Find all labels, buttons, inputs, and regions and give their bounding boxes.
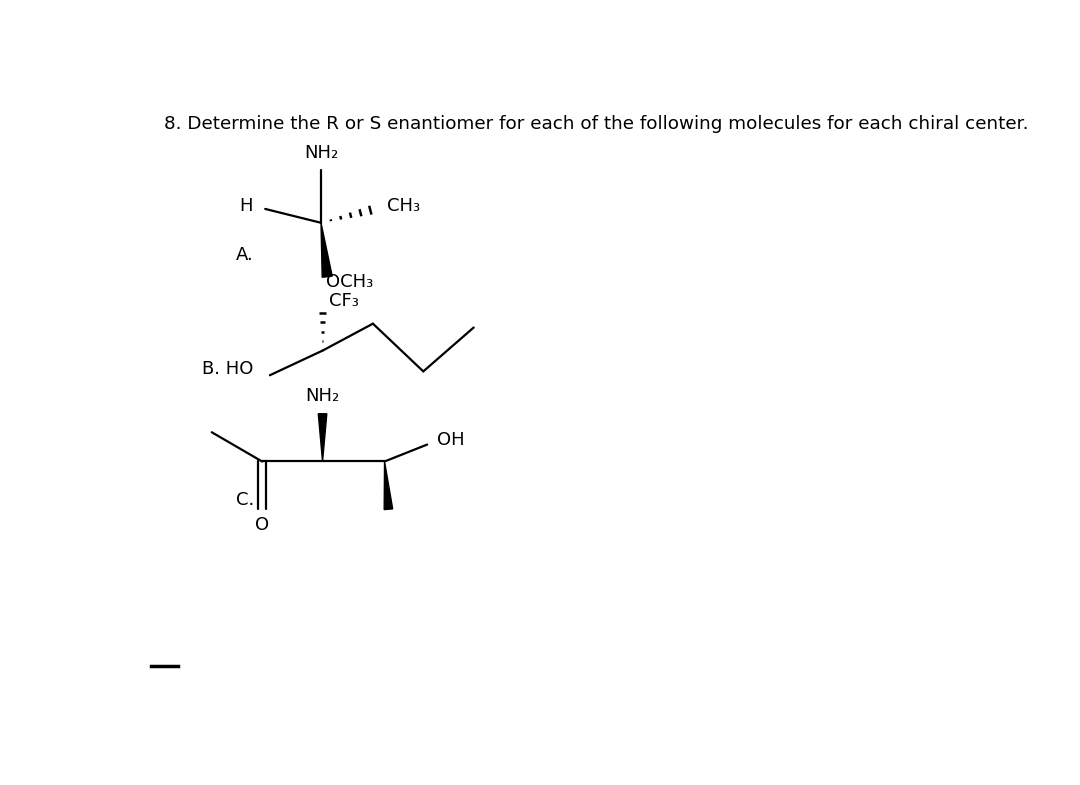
Text: B. HO: B. HO <box>202 360 254 378</box>
Text: NH₂: NH₂ <box>303 144 338 162</box>
Text: CF₃: CF₃ <box>328 292 359 310</box>
Text: OH: OH <box>437 431 464 449</box>
Polygon shape <box>384 462 393 509</box>
Text: A.: A. <box>235 246 254 264</box>
Polygon shape <box>321 223 333 277</box>
Text: CH₃: CH₃ <box>387 197 420 215</box>
Text: 8. Determine the R or S enantiomer for each of the following molecules for each : 8. Determine the R or S enantiomer for e… <box>164 115 1029 133</box>
Text: H: H <box>240 197 253 215</box>
Polygon shape <box>319 414 327 462</box>
Text: OCH₃: OCH₃ <box>326 273 374 291</box>
Text: NH₂: NH₂ <box>306 387 340 405</box>
Text: C.: C. <box>235 491 254 509</box>
Text: O: O <box>255 516 269 534</box>
